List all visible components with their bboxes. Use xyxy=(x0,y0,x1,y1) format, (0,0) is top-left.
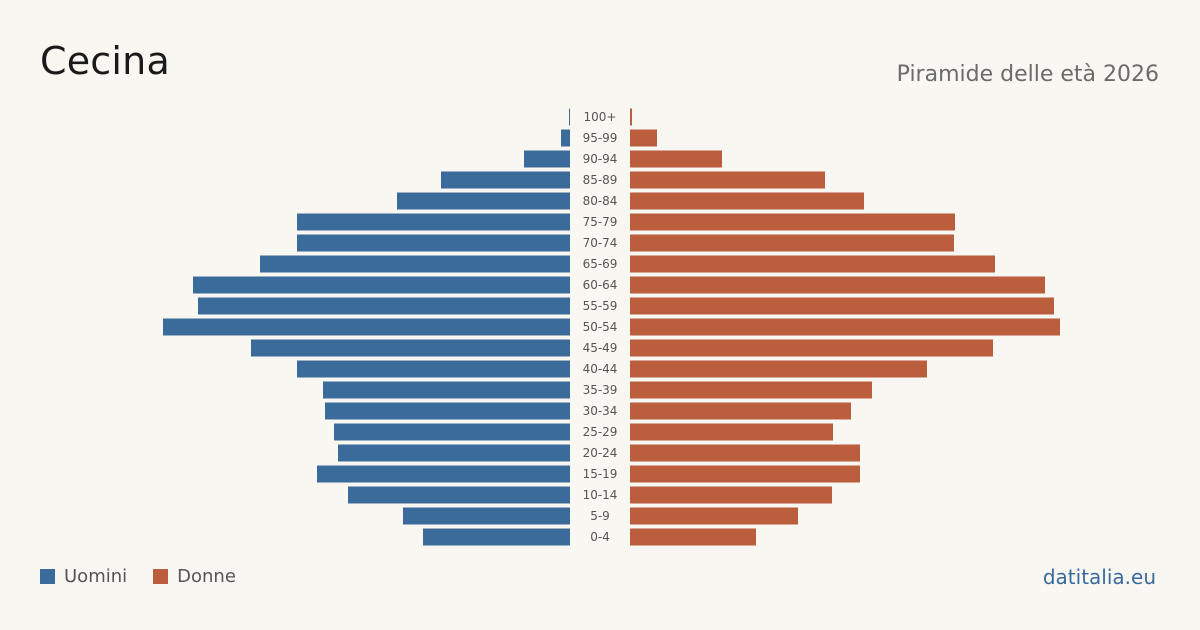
chart-subtitle: Piramide delle età 2026 xyxy=(896,62,1159,87)
bar-women-0-4 xyxy=(630,528,756,546)
bar-women-75-79 xyxy=(630,213,955,231)
bar-men-85-89 xyxy=(441,171,570,189)
age-label-65-69: 65-69 xyxy=(583,257,618,271)
bar-men-100+ xyxy=(569,108,570,126)
bar-women-100+ xyxy=(630,108,632,126)
age-label-55-59: 55-59 xyxy=(583,299,618,313)
bar-men-60-64 xyxy=(193,276,570,294)
legend: Uomini Donne xyxy=(40,566,262,587)
legend-swatch-men xyxy=(40,569,55,584)
age-label-95-99: 95-99 xyxy=(583,131,618,145)
bar-women-65-69 xyxy=(630,255,995,273)
bar-women-70-74 xyxy=(630,234,954,252)
bar-women-55-59 xyxy=(630,297,1054,315)
bar-men-0-4 xyxy=(423,528,570,546)
legend-label-women: Donne xyxy=(177,566,236,587)
bar-men-45-49 xyxy=(251,339,570,357)
bar-women-50-54 xyxy=(630,318,1060,336)
bar-women-5-9 xyxy=(630,507,798,525)
legend-item-women: Donne xyxy=(153,566,236,587)
bar-men-35-39 xyxy=(323,381,570,399)
bar-men-90-94 xyxy=(524,150,570,168)
bar-men-95-99 xyxy=(561,129,570,147)
bar-men-55-59 xyxy=(198,297,570,315)
brand-link[interactable]: datitalia.eu xyxy=(1042,565,1156,589)
bar-men-40-44 xyxy=(297,360,570,378)
bar-men-65-69 xyxy=(260,255,570,273)
age-label-40-44: 40-44 xyxy=(583,362,618,376)
bar-women-85-89 xyxy=(630,171,825,189)
bar-men-75-79 xyxy=(297,213,570,231)
bar-women-25-29 xyxy=(630,423,833,441)
bar-men-15-19 xyxy=(317,465,570,483)
bar-men-80-84 xyxy=(397,192,570,210)
age-label-75-79: 75-79 xyxy=(583,215,618,229)
age-label-50-54: 50-54 xyxy=(583,320,618,334)
bar-men-50-54 xyxy=(163,318,570,336)
age-label-80-84: 80-84 xyxy=(583,194,618,208)
bar-women-35-39 xyxy=(630,381,872,399)
bar-men-70-74 xyxy=(297,234,570,252)
legend-item-men: Uomini xyxy=(40,566,127,587)
age-label-45-49: 45-49 xyxy=(583,341,618,355)
bar-women-15-19 xyxy=(630,465,860,483)
age-label-20-24: 20-24 xyxy=(583,446,618,460)
age-label-5-9: 5-9 xyxy=(590,509,610,523)
age-label-0-4: 0-4 xyxy=(590,530,610,544)
age-label-100+: 100+ xyxy=(584,110,617,124)
bar-women-90-94 xyxy=(630,150,722,168)
bar-women-80-84 xyxy=(630,192,864,210)
bar-men-10-14 xyxy=(348,486,570,504)
bar-women-10-14 xyxy=(630,486,832,504)
age-label-25-29: 25-29 xyxy=(583,425,618,439)
age-label-35-39: 35-39 xyxy=(583,383,618,397)
age-label-15-19: 15-19 xyxy=(583,467,618,481)
bar-men-20-24 xyxy=(338,444,570,462)
bar-men-30-34 xyxy=(325,402,570,420)
bar-women-60-64 xyxy=(630,276,1045,294)
bar-women-30-34 xyxy=(630,402,851,420)
page-title: Cecina xyxy=(40,39,170,83)
age-label-70-74: 70-74 xyxy=(583,236,618,250)
age-label-10-14: 10-14 xyxy=(583,488,618,502)
bar-men-25-29 xyxy=(334,423,570,441)
bar-women-20-24 xyxy=(630,444,860,462)
age-label-60-64: 60-64 xyxy=(583,278,618,292)
age-label-30-34: 30-34 xyxy=(583,404,618,418)
bar-women-40-44 xyxy=(630,360,927,378)
legend-swatch-women xyxy=(153,569,169,584)
age-label-85-89: 85-89 xyxy=(583,173,618,187)
legend-label-men: Uomini xyxy=(64,566,128,587)
bar-men-5-9 xyxy=(403,507,570,525)
bar-women-95-99 xyxy=(630,129,657,147)
age-label-90-94: 90-94 xyxy=(583,152,618,166)
bar-women-45-49 xyxy=(630,339,993,357)
